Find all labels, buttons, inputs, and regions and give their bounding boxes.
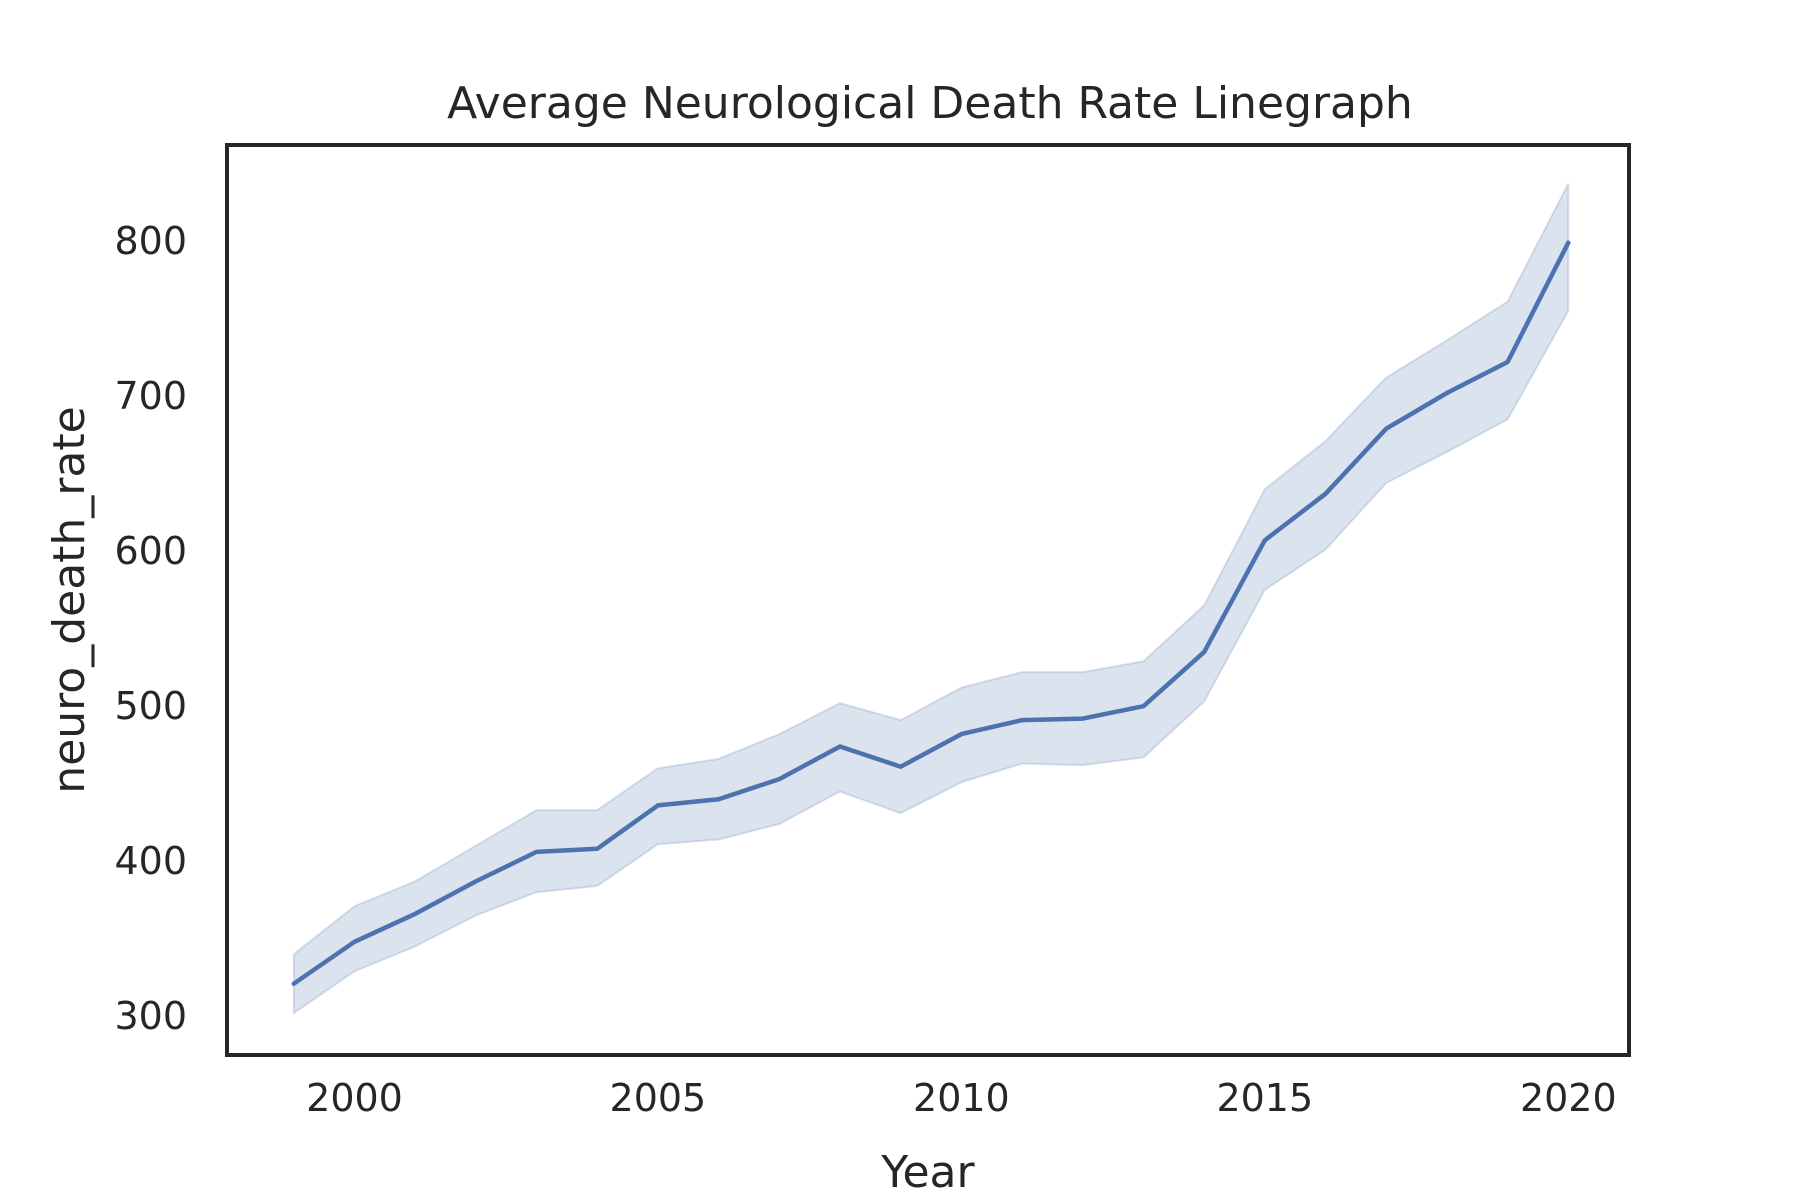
x-tick-label: 2000 <box>306 1076 403 1120</box>
data-point <box>958 731 964 737</box>
data-point <box>1080 716 1086 722</box>
data-point <box>1141 703 1147 709</box>
data-point <box>655 802 661 808</box>
data-point <box>412 911 418 917</box>
data-point <box>1201 649 1207 655</box>
data-point <box>1323 491 1329 497</box>
plot-area <box>291 183 1571 1016</box>
axes-frame <box>225 143 1631 1057</box>
x-axis-label: Year <box>880 1147 975 1198</box>
data-point <box>534 849 540 855</box>
y-tick-label: 400 <box>114 839 187 883</box>
data-point <box>1262 537 1268 543</box>
data-point <box>716 796 722 802</box>
data-point <box>1444 390 1450 396</box>
x-tick-label: 2015 <box>1216 1076 1313 1120</box>
data-point <box>837 744 843 750</box>
series-line <box>291 240 1571 986</box>
data-point <box>1505 359 1511 365</box>
x-tick-labels: 2000 2005 2010 2015 2020 <box>306 1076 1617 1120</box>
data-point <box>1565 240 1571 246</box>
x-tick-label: 2005 <box>610 1076 707 1120</box>
data-point <box>594 846 600 852</box>
data-point <box>1019 717 1025 723</box>
y-axis-label: neuro_death_rate <box>44 406 95 793</box>
y-tick-label: 500 <box>114 684 187 728</box>
y-tick-labels: 300 400 500 600 700 800 <box>114 219 187 1038</box>
y-tick-label: 700 <box>114 374 187 418</box>
y-tick-label: 600 <box>114 529 187 573</box>
confidence-band <box>292 183 1570 1016</box>
data-point <box>473 878 479 884</box>
data-point <box>291 981 297 987</box>
x-tick-label: 2020 <box>1520 1076 1617 1120</box>
y-tick-label: 300 <box>114 994 187 1038</box>
y-tick-label: 800 <box>114 219 187 263</box>
chart-title: Average Neurological Death Rate Linegrap… <box>447 78 1413 129</box>
x-tick-label: 2010 <box>913 1076 1010 1120</box>
data-point <box>898 764 904 770</box>
data-point <box>1383 426 1389 432</box>
data-point <box>352 939 358 945</box>
data-point <box>776 776 782 782</box>
